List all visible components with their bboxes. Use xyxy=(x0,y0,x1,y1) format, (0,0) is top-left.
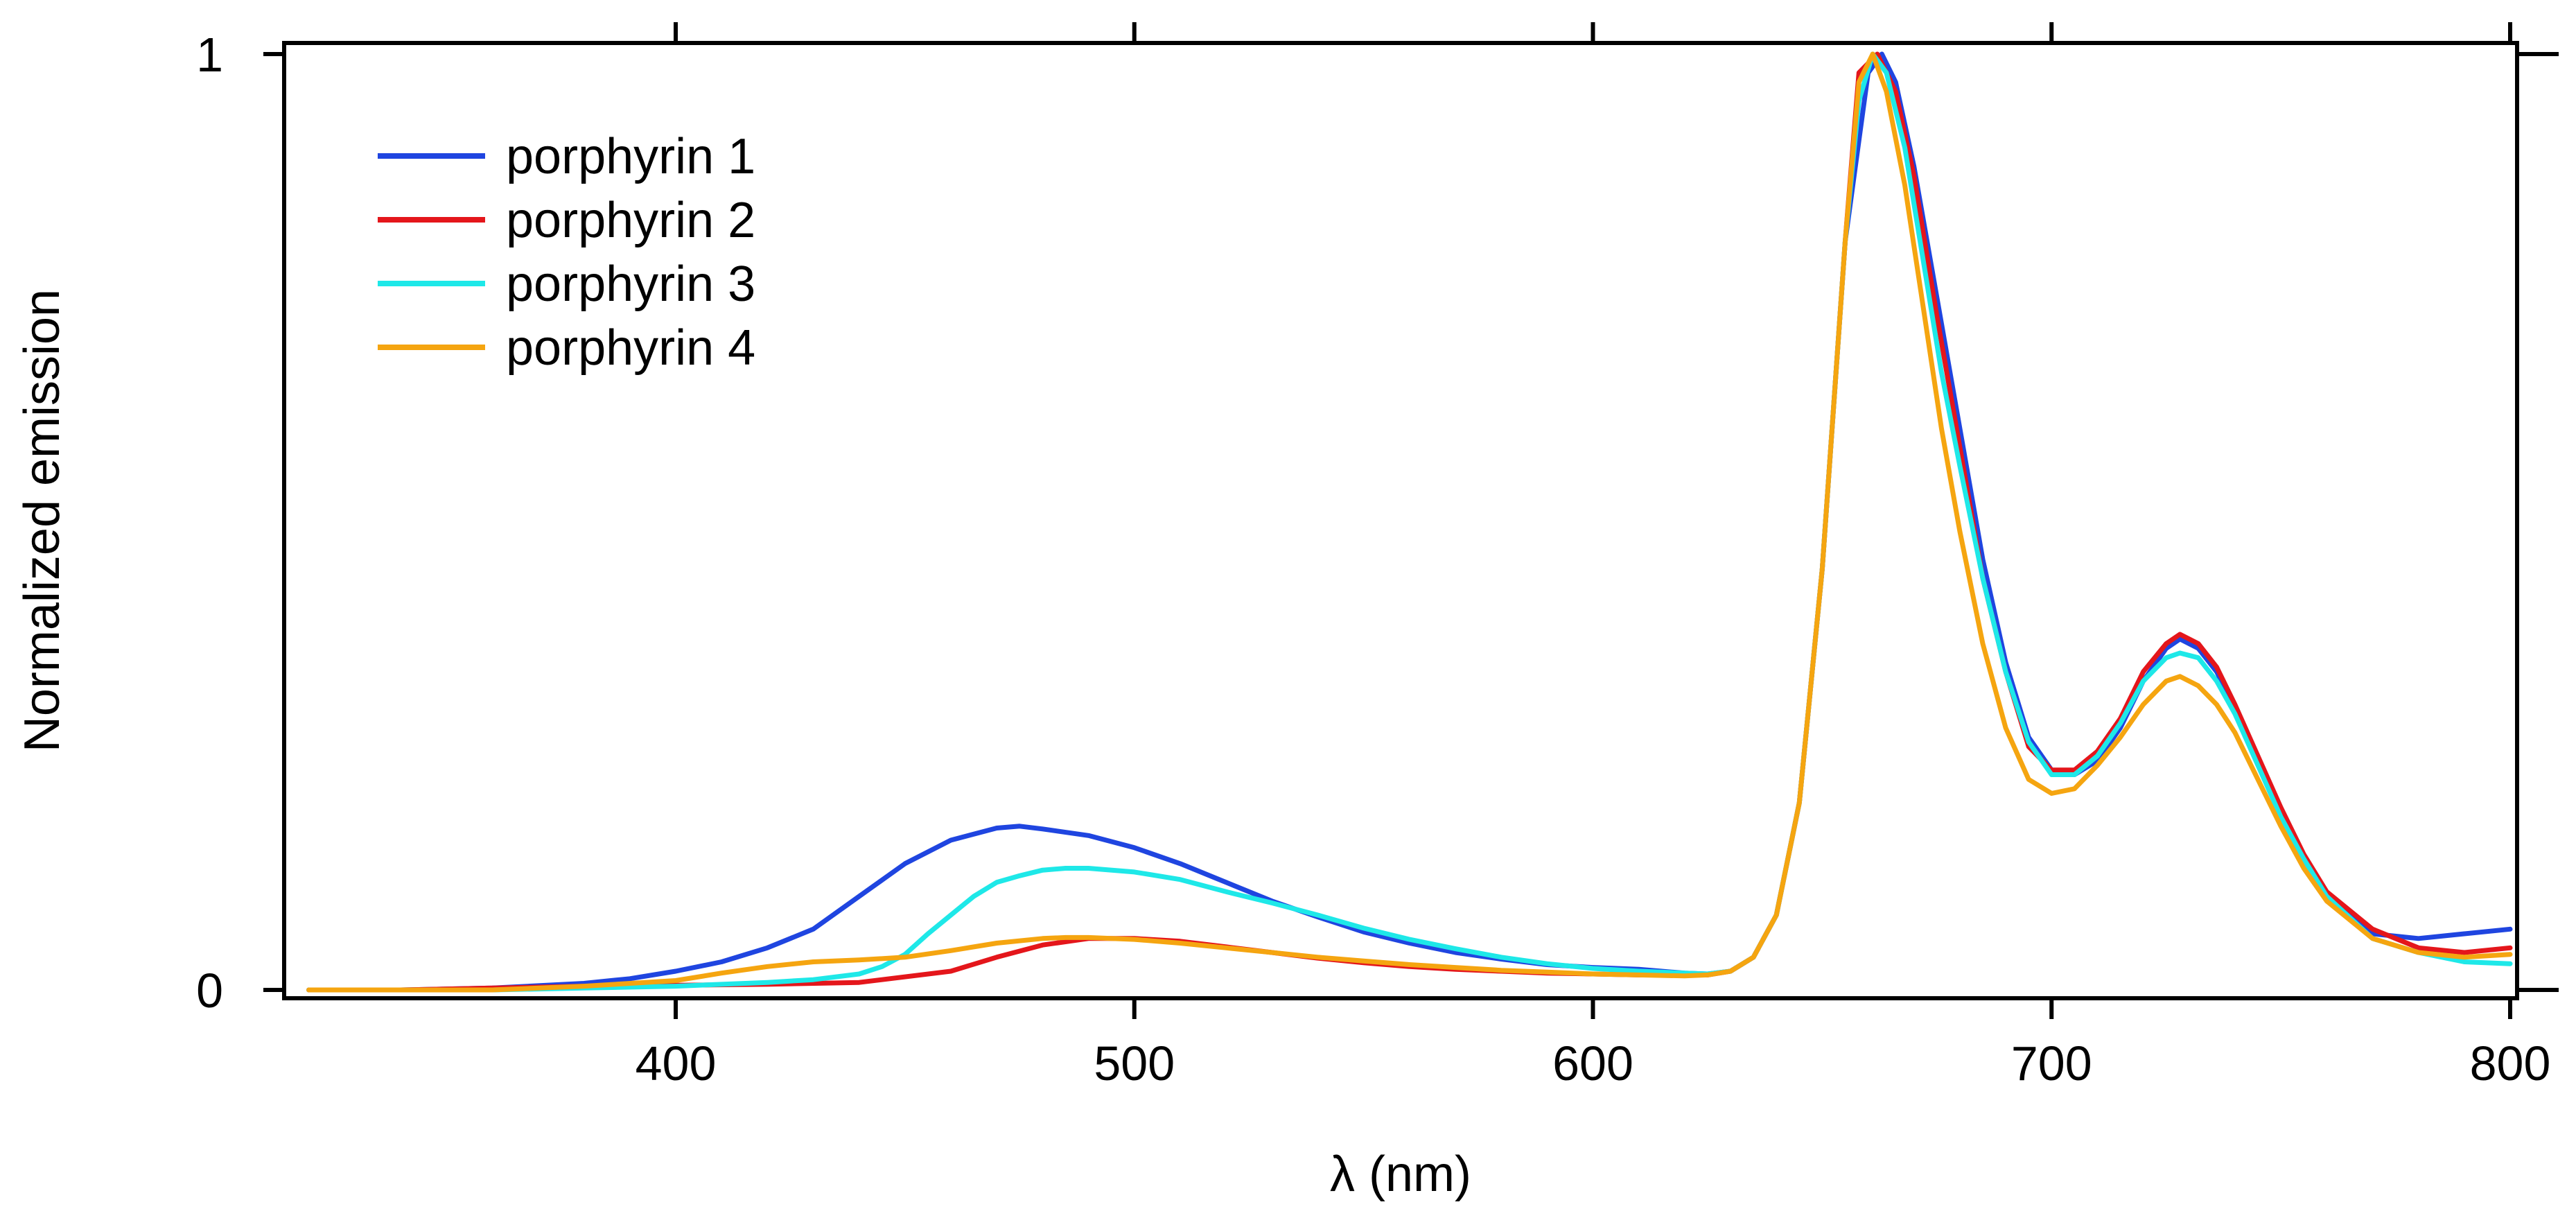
x-tick-label-800: 800 xyxy=(2470,1036,2551,1090)
legend-label-1: porphyrin 1 xyxy=(506,129,755,184)
ticks-layer: 400 500 600 700 800 0 1 xyxy=(196,22,2559,1090)
x-tick-label-400: 400 xyxy=(636,1036,717,1090)
plot-frame xyxy=(282,41,2519,1000)
legend-label-2: porphyrin 2 xyxy=(506,193,755,248)
x-tick-label-600: 600 xyxy=(1552,1036,1633,1090)
legend-label-4: porphyrin 4 xyxy=(506,320,755,376)
y-tick-label-0: 0 xyxy=(196,964,223,1018)
x-tick-label-500: 500 xyxy=(1094,1036,1175,1090)
x-tick-label-700: 700 xyxy=(2011,1036,2092,1090)
series-line-4 xyxy=(306,51,2513,993)
x-axis-title: λ (nm) xyxy=(1330,1147,1471,1202)
y-tick-label-1: 1 xyxy=(196,28,223,82)
legend-label-3: porphyrin 3 xyxy=(506,256,755,312)
y-axis-title: Normalized emission xyxy=(15,289,70,752)
series-layer xyxy=(306,51,2513,993)
legend: porphyrin 1 porphyrin 2 porphyrin 3 porphyr… xyxy=(378,129,755,376)
